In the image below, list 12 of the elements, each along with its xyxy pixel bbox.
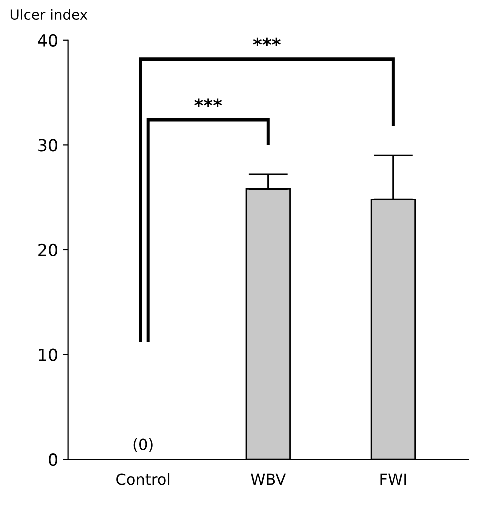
annotation: ***	[253, 38, 281, 46]
y-tick-label: 10	[39, 348, 58, 362]
x-tick-label: WBV	[251, 474, 286, 486]
y-tick-label: 20	[38, 244, 58, 257]
data-label: (0)	[134, 438, 153, 452]
y-tick-label: 0	[49, 454, 58, 466]
x-tick-label: Control	[116, 473, 170, 486]
y-tick-label: 40	[38, 34, 58, 47]
x-tick-label: FWI	[380, 474, 406, 486]
y-tick-label: 30	[38, 139, 58, 152]
annotation: ***	[194, 98, 222, 108]
y-axis-title: Ulcer index	[10, 9, 88, 20]
